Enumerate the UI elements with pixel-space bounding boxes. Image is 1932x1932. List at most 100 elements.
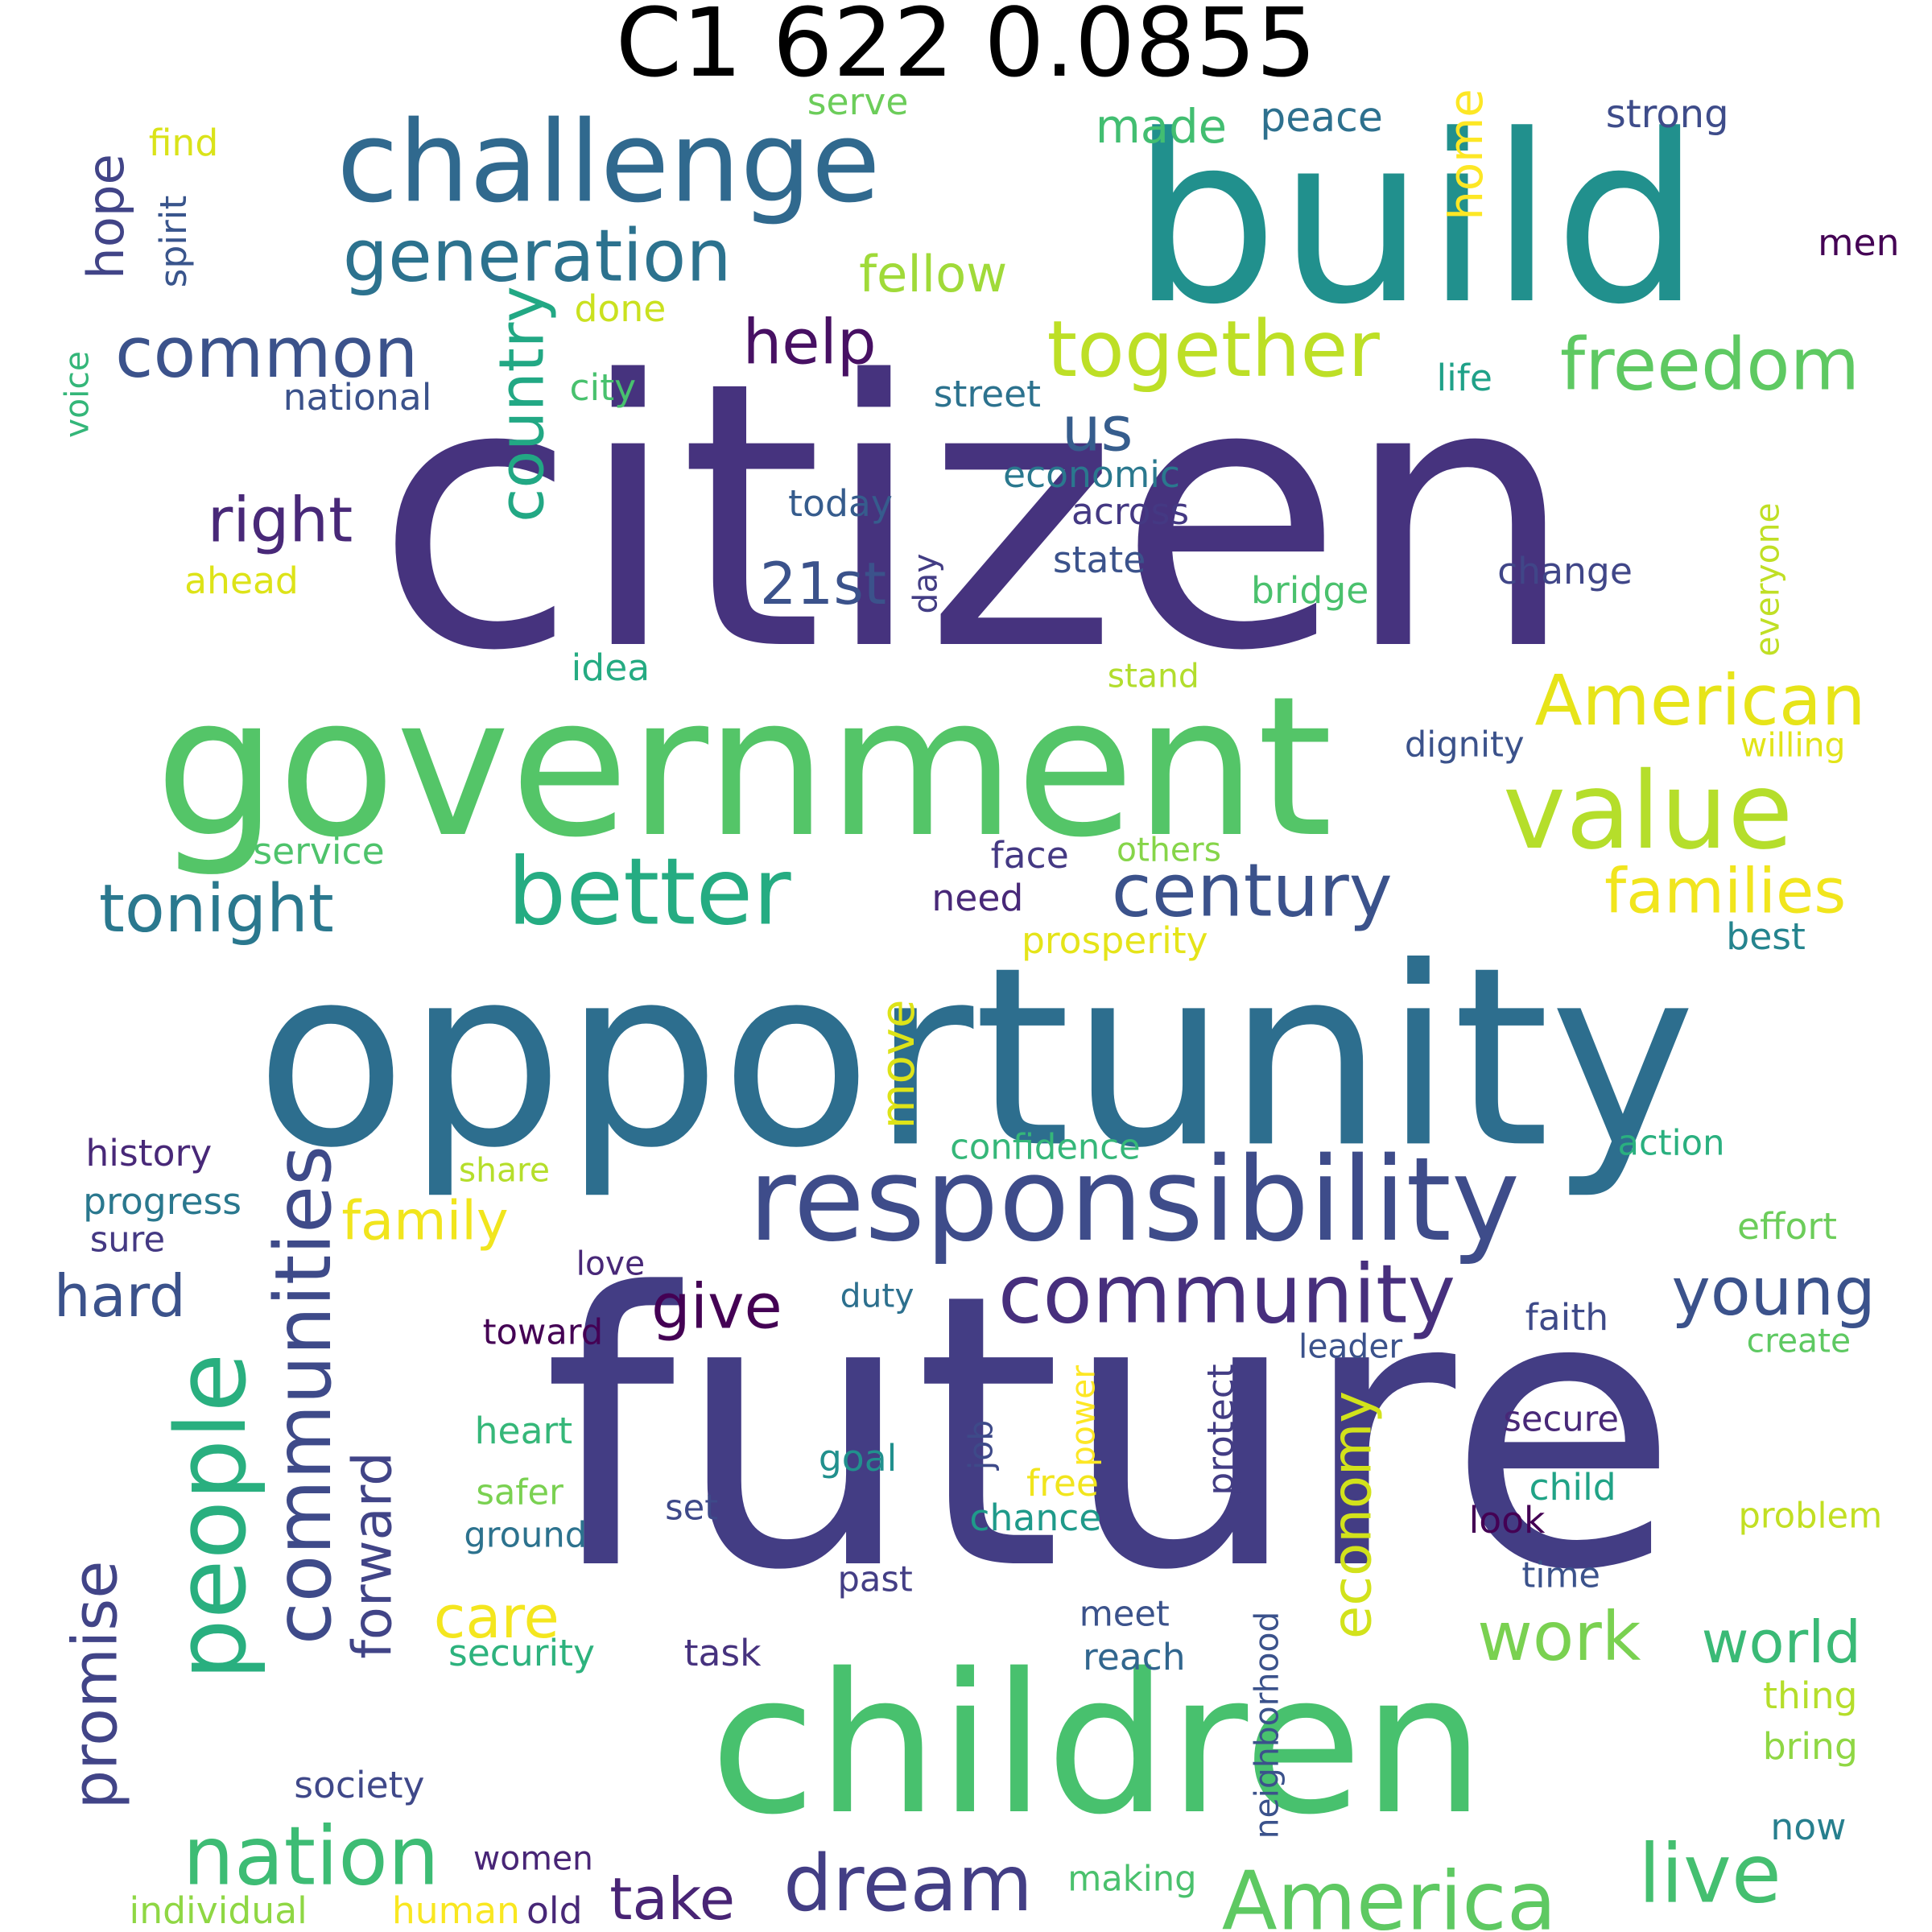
- cloud-word: society: [294, 1763, 425, 1806]
- cloud-word: economic: [1003, 453, 1180, 497]
- cloud-word: fellow: [859, 244, 1008, 303]
- cloud-word: everyone: [1748, 502, 1787, 657]
- cloud-word: power: [1063, 1365, 1103, 1468]
- cloud-word: state: [1052, 539, 1146, 582]
- cloud-word: move: [871, 999, 926, 1129]
- cloud-word: task: [683, 1632, 762, 1675]
- cloud-word: live: [1638, 1826, 1781, 1922]
- cloud-word: human: [391, 1889, 520, 1932]
- cloud-word: action: [1617, 1123, 1725, 1164]
- cloud-word: better: [507, 838, 791, 947]
- cloud-word: tonight: [98, 871, 334, 948]
- cloud-word: voice: [57, 350, 97, 438]
- cloud-word: prosperity: [1021, 919, 1208, 962]
- cloud-word: making: [1067, 1859, 1197, 1900]
- cloud-word: people: [156, 1352, 268, 1681]
- cloud-word: need: [931, 877, 1024, 920]
- cloud-word: love: [576, 1244, 646, 1283]
- cloud-word: heart: [474, 1410, 573, 1453]
- cloud-word: progress: [83, 1180, 242, 1223]
- cloud-word: old: [526, 1889, 583, 1932]
- cloud-word: strong: [1605, 91, 1729, 137]
- cloud-word: government: [155, 654, 1333, 880]
- cloud-word: goal: [818, 1437, 898, 1480]
- cloud-word: problem: [1738, 1496, 1883, 1537]
- cloud-word: today: [788, 482, 893, 526]
- cloud-word: serve: [807, 80, 909, 124]
- cloud-word: promise: [60, 1560, 132, 1810]
- cloud-word: day: [906, 553, 945, 614]
- cloud-word: young: [1671, 1253, 1876, 1331]
- cloud-word: child: [1529, 1466, 1616, 1509]
- cloud-word: nation: [183, 1808, 440, 1904]
- cloud-word: ground: [464, 1515, 588, 1556]
- cloud-word: care: [433, 1583, 559, 1651]
- cloud-word: job: [961, 1420, 1001, 1471]
- cloud-word: take: [609, 1865, 736, 1932]
- cloud-word: hope: [76, 153, 135, 279]
- cloud-word: opportunity: [255, 914, 1696, 1203]
- cloud-word: duty: [840, 1276, 914, 1315]
- cloud-word: made: [1095, 100, 1228, 155]
- cloud-word: freedom: [1559, 323, 1860, 407]
- cloud-word: done: [574, 287, 667, 331]
- cloud-word: stand: [1107, 656, 1199, 696]
- cloud-word: time: [1521, 1555, 1600, 1596]
- cloud-word: street: [933, 372, 1042, 415]
- cloud-word: bring: [1762, 1724, 1858, 1768]
- cloud-word: faith: [1525, 1296, 1609, 1339]
- cloud-word: leader: [1298, 1327, 1403, 1366]
- cloud-word: create: [1746, 1321, 1852, 1360]
- cloud-word: forward: [341, 1451, 404, 1659]
- cloud-word: life: [1436, 357, 1492, 400]
- cloud-word: ahead: [184, 559, 299, 603]
- cloud-word: meet: [1079, 1594, 1170, 1635]
- cloud-word: change: [1497, 550, 1633, 593]
- cloud-word: free: [1026, 1462, 1099, 1505]
- cloud-word: across: [1071, 490, 1190, 534]
- cloud-word: challenge: [336, 96, 881, 227]
- cloud-word: generation: [342, 214, 732, 298]
- cloud-word: right: [207, 485, 353, 557]
- cloud-word: children: [709, 1632, 1485, 1858]
- cloud-word: future: [543, 1214, 1679, 1653]
- cloud-word: build: [1131, 85, 1702, 355]
- cloud-word: history: [85, 1132, 213, 1174]
- cloud-word: women: [473, 1839, 593, 1878]
- cloud-word: America: [1221, 1853, 1557, 1932]
- chart-title: C1 622 0.0855: [615, 0, 1317, 98]
- cloud-word: confidence: [950, 1126, 1141, 1167]
- cloud-word: us: [1061, 394, 1133, 466]
- cloud-word: idea: [571, 646, 650, 690]
- cloud-word: neighborhood: [1247, 1611, 1286, 1839]
- cloud-word: home: [1439, 89, 1493, 221]
- cloud-word: men: [1818, 221, 1900, 265]
- cloud-word: service: [253, 830, 385, 873]
- cloud-word: economy: [1320, 1390, 1384, 1639]
- cloud-word: family: [341, 1189, 509, 1253]
- cloud-word: citizen: [375, 303, 1576, 732]
- cloud-word: past: [837, 1559, 913, 1600]
- cloud-word: country: [486, 285, 559, 522]
- cloud-word: chance: [969, 1496, 1102, 1540]
- cloud-word: American: [1534, 660, 1866, 741]
- cloud-word: secure: [1503, 1399, 1619, 1440]
- cloud-word: common: [115, 312, 419, 394]
- cloud-word: help: [742, 307, 877, 379]
- cloud-word: effort: [1737, 1205, 1837, 1249]
- cloud-word: dignity: [1404, 724, 1525, 766]
- cloud-word: set: [665, 1488, 719, 1529]
- cloud-word: spirit: [152, 195, 196, 288]
- cloud-word: safer: [476, 1472, 564, 1513]
- cloud-word: individual: [129, 1889, 308, 1932]
- cloud-word: dream: [783, 1839, 1033, 1929]
- cloud-word: security: [448, 1632, 596, 1675]
- cloud-word: peace: [1260, 93, 1383, 142]
- cloud-word: reach: [1082, 1636, 1186, 1679]
- cloud-word: give: [651, 1271, 782, 1344]
- cloud-word: hard: [53, 1262, 186, 1331]
- cloud-word: together: [1046, 304, 1380, 395]
- cloud-word: thing: [1763, 1674, 1858, 1718]
- cloud-word: world: [1701, 1608, 1861, 1676]
